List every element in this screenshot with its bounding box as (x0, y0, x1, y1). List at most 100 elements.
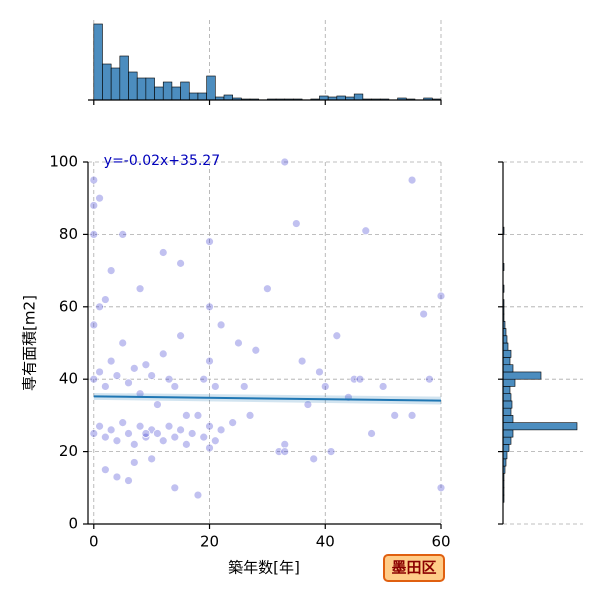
scatter-point (210, 436, 220, 446)
scatter-point (95, 367, 104, 377)
scatter-point (106, 425, 116, 435)
histogram-bar (119, 55, 129, 101)
scatter-point (332, 331, 342, 341)
x-tick-label: 20 (200, 533, 219, 551)
scatter-point (436, 291, 446, 301)
scatter-point (170, 432, 180, 442)
scatter-point (176, 258, 185, 268)
histogram-bar (145, 77, 155, 101)
scatter-point (112, 472, 122, 482)
histogram-bar (502, 364, 514, 373)
scatter-point (118, 338, 128, 348)
scatter-point (164, 374, 174, 384)
scatter-point (436, 483, 446, 493)
scatter-point (297, 356, 307, 366)
scatter-point (407, 410, 417, 420)
scatter-point (309, 454, 319, 464)
scatter-point (141, 429, 151, 438)
scatter-point (112, 436, 122, 446)
scatter-point (407, 175, 417, 185)
histogram-bar (502, 415, 514, 423)
scatter-point (425, 374, 434, 384)
scatter-point (124, 378, 133, 388)
scatter-point (124, 429, 133, 438)
histogram-bar (502, 386, 511, 394)
scatter-point (89, 229, 99, 239)
scatter-point (361, 226, 371, 236)
histogram-bar (502, 378, 516, 387)
scatter-point (141, 360, 151, 370)
scatter-point (106, 356, 116, 366)
scatter-point (100, 295, 110, 304)
scatter-point (291, 219, 301, 228)
histogram-bar (154, 86, 164, 101)
scatter-point (147, 454, 157, 464)
scatter-point (262, 284, 272, 294)
histogram-bar (502, 429, 514, 438)
scatter-point (89, 374, 99, 384)
scatter-point (158, 436, 168, 446)
scatter-point (193, 410, 203, 420)
histogram-bar (502, 422, 578, 431)
x-tick-label: 60 (431, 533, 450, 551)
histogram-bar (162, 81, 173, 101)
histogram-bar (502, 393, 512, 402)
histogram-bar (502, 444, 510, 452)
histogram-bar (197, 92, 207, 101)
scatter-point (153, 400, 162, 409)
regression-line (93, 395, 442, 402)
scatter-point (181, 410, 191, 420)
scatter-point (89, 320, 99, 330)
scatter-point (280, 439, 290, 449)
scatter-point (187, 429, 197, 438)
scatter-point (124, 476, 133, 485)
badge-box (383, 554, 445, 582)
histogram-bar (188, 92, 199, 101)
scatter-point (153, 429, 162, 438)
scatter-point (251, 345, 261, 355)
scatter-point (147, 371, 157, 380)
scatter-point (234, 338, 243, 348)
scatter-point (170, 382, 180, 391)
scatter-point (95, 302, 104, 312)
scatter-point (89, 201, 99, 210)
scatter-point (95, 421, 104, 431)
x-tick-label: 0 (89, 533, 99, 551)
histogram-bar (102, 63, 112, 101)
scatter-point (245, 410, 255, 420)
scatter-point (390, 410, 400, 420)
histogram-bar (502, 407, 512, 416)
scatter-point (89, 429, 99, 438)
histogram-bar (128, 71, 138, 101)
histogram-bar (502, 342, 509, 351)
y-tick-label: 40 (59, 370, 78, 388)
histogram-bar (502, 349, 512, 358)
scatter-point (315, 367, 324, 377)
scatter-point (100, 465, 110, 475)
scatter-point (129, 439, 139, 449)
histogram-bar (502, 357, 511, 366)
y-tick-label: 100 (49, 153, 78, 171)
scatter-point (95, 193, 104, 203)
regression-label: y=-0.02x+35.27 (104, 153, 220, 169)
scatter-point (367, 429, 376, 438)
scatter-point (205, 443, 214, 453)
scatter-point (158, 248, 168, 257)
y-tick-label: 60 (59, 297, 78, 315)
scatter-point (176, 331, 185, 341)
y-tick-label: 80 (59, 225, 78, 243)
scatter-point (135, 284, 145, 294)
scatter-point (210, 382, 220, 391)
y-tick-label: 20 (59, 442, 78, 460)
scatter-point (205, 237, 214, 247)
histogram-bar (93, 23, 103, 101)
scatter-point (355, 374, 365, 384)
scatter-point (106, 266, 116, 276)
scatter-point (112, 371, 122, 380)
histogram-bar (502, 400, 513, 409)
scatter-point (100, 382, 110, 391)
scatter-point (118, 418, 128, 428)
histogram-bar (353, 93, 364, 101)
scatter-point (303, 400, 313, 409)
